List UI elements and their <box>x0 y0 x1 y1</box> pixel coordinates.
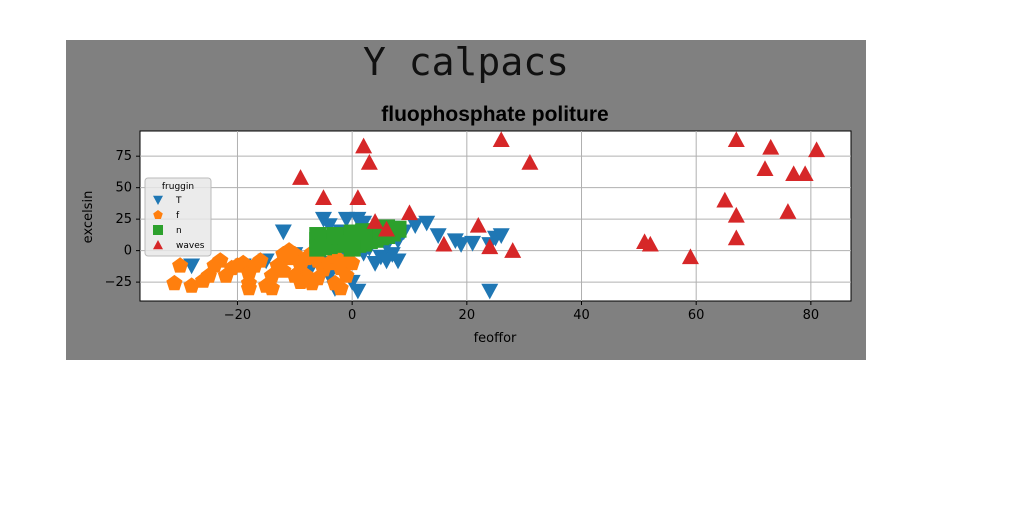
data-point-waves <box>727 206 745 223</box>
x-tick-label: −20 <box>224 308 251 323</box>
legend-label: waves <box>176 241 205 251</box>
y-tick-label: 25 <box>115 212 132 227</box>
data-point-waves <box>469 216 487 233</box>
data-point-waves <box>785 165 803 182</box>
data-point-f <box>166 274 183 291</box>
legend: fruggin Tfn waves <box>144 177 212 257</box>
data-point-f <box>263 279 280 296</box>
data-point-T <box>406 218 424 234</box>
x-tick-label: 0 <box>348 308 356 323</box>
x-tick-label: 80 <box>803 308 820 323</box>
y-tick-label: 75 <box>115 149 132 164</box>
data-point-f <box>240 279 257 296</box>
x-tick-label: 40 <box>573 308 590 323</box>
figure: Y calpacs −20 0 20 40 60 80 −25 0 25 50 75 fluopho… <box>66 40 866 360</box>
data-point-T <box>389 253 407 270</box>
data-point-n <box>389 220 407 238</box>
data-point-waves <box>355 137 373 154</box>
data-point-f <box>332 279 349 296</box>
series-waves <box>292 131 826 265</box>
data-point-waves <box>681 248 699 265</box>
data-point-waves <box>779 203 797 219</box>
data-point-waves <box>435 235 453 252</box>
legend-marker-f <box>153 210 163 219</box>
data-point-f <box>183 277 200 293</box>
x-tick-label: 60 <box>688 308 705 323</box>
data-point-waves <box>716 191 734 208</box>
chart-title: fluophosphate politure <box>381 103 608 126</box>
y-tick-label: 0 <box>124 244 132 259</box>
legend-marker-T <box>153 195 163 205</box>
data-point-n <box>309 239 327 257</box>
data-point-f <box>281 242 298 258</box>
y-tick-label: 50 <box>115 181 132 196</box>
y-tick-label: −25 <box>105 275 132 290</box>
data-point-T <box>452 237 470 253</box>
data-point-T <box>349 283 367 300</box>
data-point-waves <box>504 242 522 258</box>
data-point-waves <box>360 153 378 170</box>
legend-label: T <box>175 196 182 206</box>
data-point-f <box>172 257 189 273</box>
data-point-waves <box>796 165 814 182</box>
data-point-waves <box>727 229 745 246</box>
data-point-waves <box>808 141 826 158</box>
data-point-f <box>212 252 229 268</box>
legend-label: f <box>176 211 180 221</box>
data-point-waves <box>727 131 745 148</box>
data-point-waves <box>366 213 384 229</box>
figure-title: Y calpacs <box>363 40 569 84</box>
data-point-f <box>217 267 235 283</box>
data-point-waves <box>756 160 774 177</box>
data-point-T <box>464 235 482 252</box>
data-point-T <box>492 228 510 245</box>
x-axis-label: feoffor <box>474 331 517 346</box>
data-point-f <box>229 257 246 273</box>
data-point-f <box>338 267 355 283</box>
data-point-f <box>195 272 212 288</box>
data-point-T <box>274 224 292 241</box>
data-point-T <box>481 283 499 300</box>
series-f <box>166 242 361 296</box>
legend-label: n <box>176 226 182 236</box>
data-point-waves <box>378 220 396 237</box>
scatter-chart: −20 0 20 40 60 80 −25 0 25 50 75 fluophosphate pol… <box>81 103 852 346</box>
data-point-waves <box>349 189 367 205</box>
data-point-waves <box>292 169 310 185</box>
data-point-waves <box>481 238 499 255</box>
data-point-T <box>337 211 355 228</box>
legend-marker-n <box>153 225 163 235</box>
y-axis-label: excelsin <box>81 191 96 244</box>
legend-title: fruggin <box>162 182 194 192</box>
data-point-f <box>344 254 361 271</box>
data-point-waves <box>400 204 418 221</box>
series-n <box>309 219 407 257</box>
data-point-T <box>183 258 201 275</box>
data-point-n <box>343 239 361 257</box>
legend-marker-waves <box>153 240 163 250</box>
data-point-f <box>252 252 269 268</box>
x-tick-label: 20 <box>459 308 476 323</box>
data-point-T <box>320 218 338 234</box>
data-point-T <box>429 228 447 245</box>
data-point-waves <box>762 138 780 155</box>
data-point-f <box>292 273 309 289</box>
data-point-waves <box>492 131 510 148</box>
data-point-waves <box>521 153 539 170</box>
data-point-waves <box>314 189 332 205</box>
data-point-waves <box>641 235 659 252</box>
